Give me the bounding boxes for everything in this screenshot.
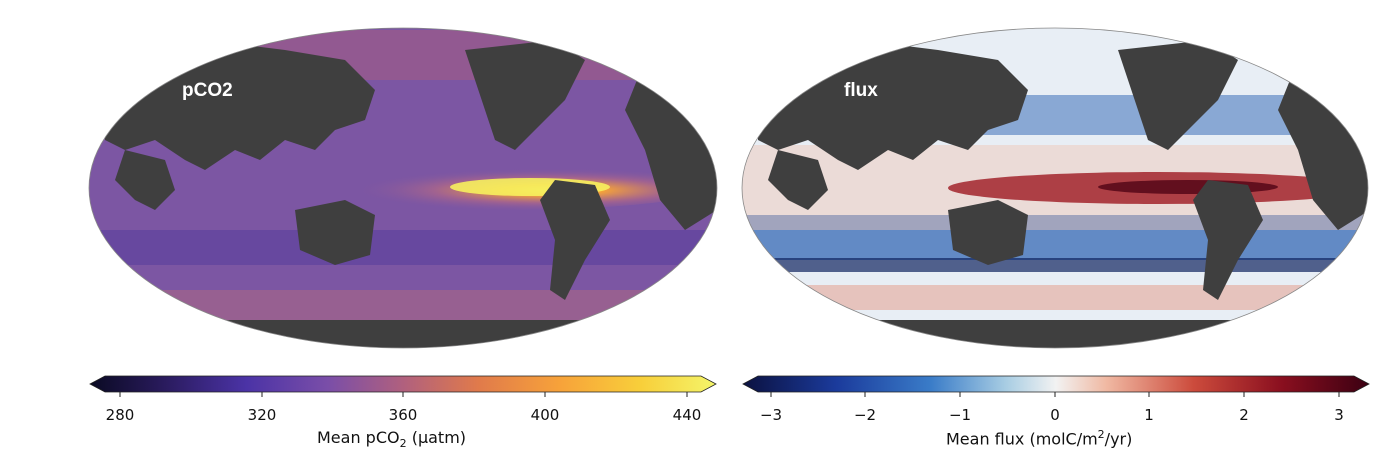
pco2-map: pCO2 280 320 360 400 440 [88, 27, 718, 424]
colorbar-title: Mean flux (molC/m2/yr) [946, 428, 1133, 449]
colorbar-title: Mean pCO2 (μatm) [317, 428, 467, 451]
flux-colorbar: −3 −2 −1 0 1 2 3 [742, 375, 1370, 424]
tick-label: 440 [673, 406, 702, 424]
tick-label: 280 [106, 406, 135, 424]
map-label: flux [844, 80, 878, 101]
tick-label: −1 [949, 406, 971, 424]
tick-label: −2 [854, 406, 876, 424]
tick-label: 3 [1334, 406, 1344, 424]
pco2-panel: pCO2 280 320 360 400 440 Mean pCO2 (μatm… [85, 0, 765, 461]
tick-label: 1 [1144, 406, 1154, 424]
tick-label: 2 [1239, 406, 1249, 424]
map-label: pCO2 [182, 80, 233, 101]
tick-label: 0 [1050, 406, 1060, 424]
flux-map: flux −3 −2 −1 0 1 2 3 [741, 27, 1370, 424]
tick-label: 400 [531, 406, 560, 424]
tick-label: 320 [248, 406, 277, 424]
pco2-colorbar: 280 320 360 400 440 [89, 375, 717, 424]
tick-label: −3 [760, 406, 782, 424]
tick-label: 360 [389, 406, 418, 424]
flux-panel: flux −3 −2 −1 0 1 2 3 Mean flux (molC/m2… [738, 0, 1400, 461]
